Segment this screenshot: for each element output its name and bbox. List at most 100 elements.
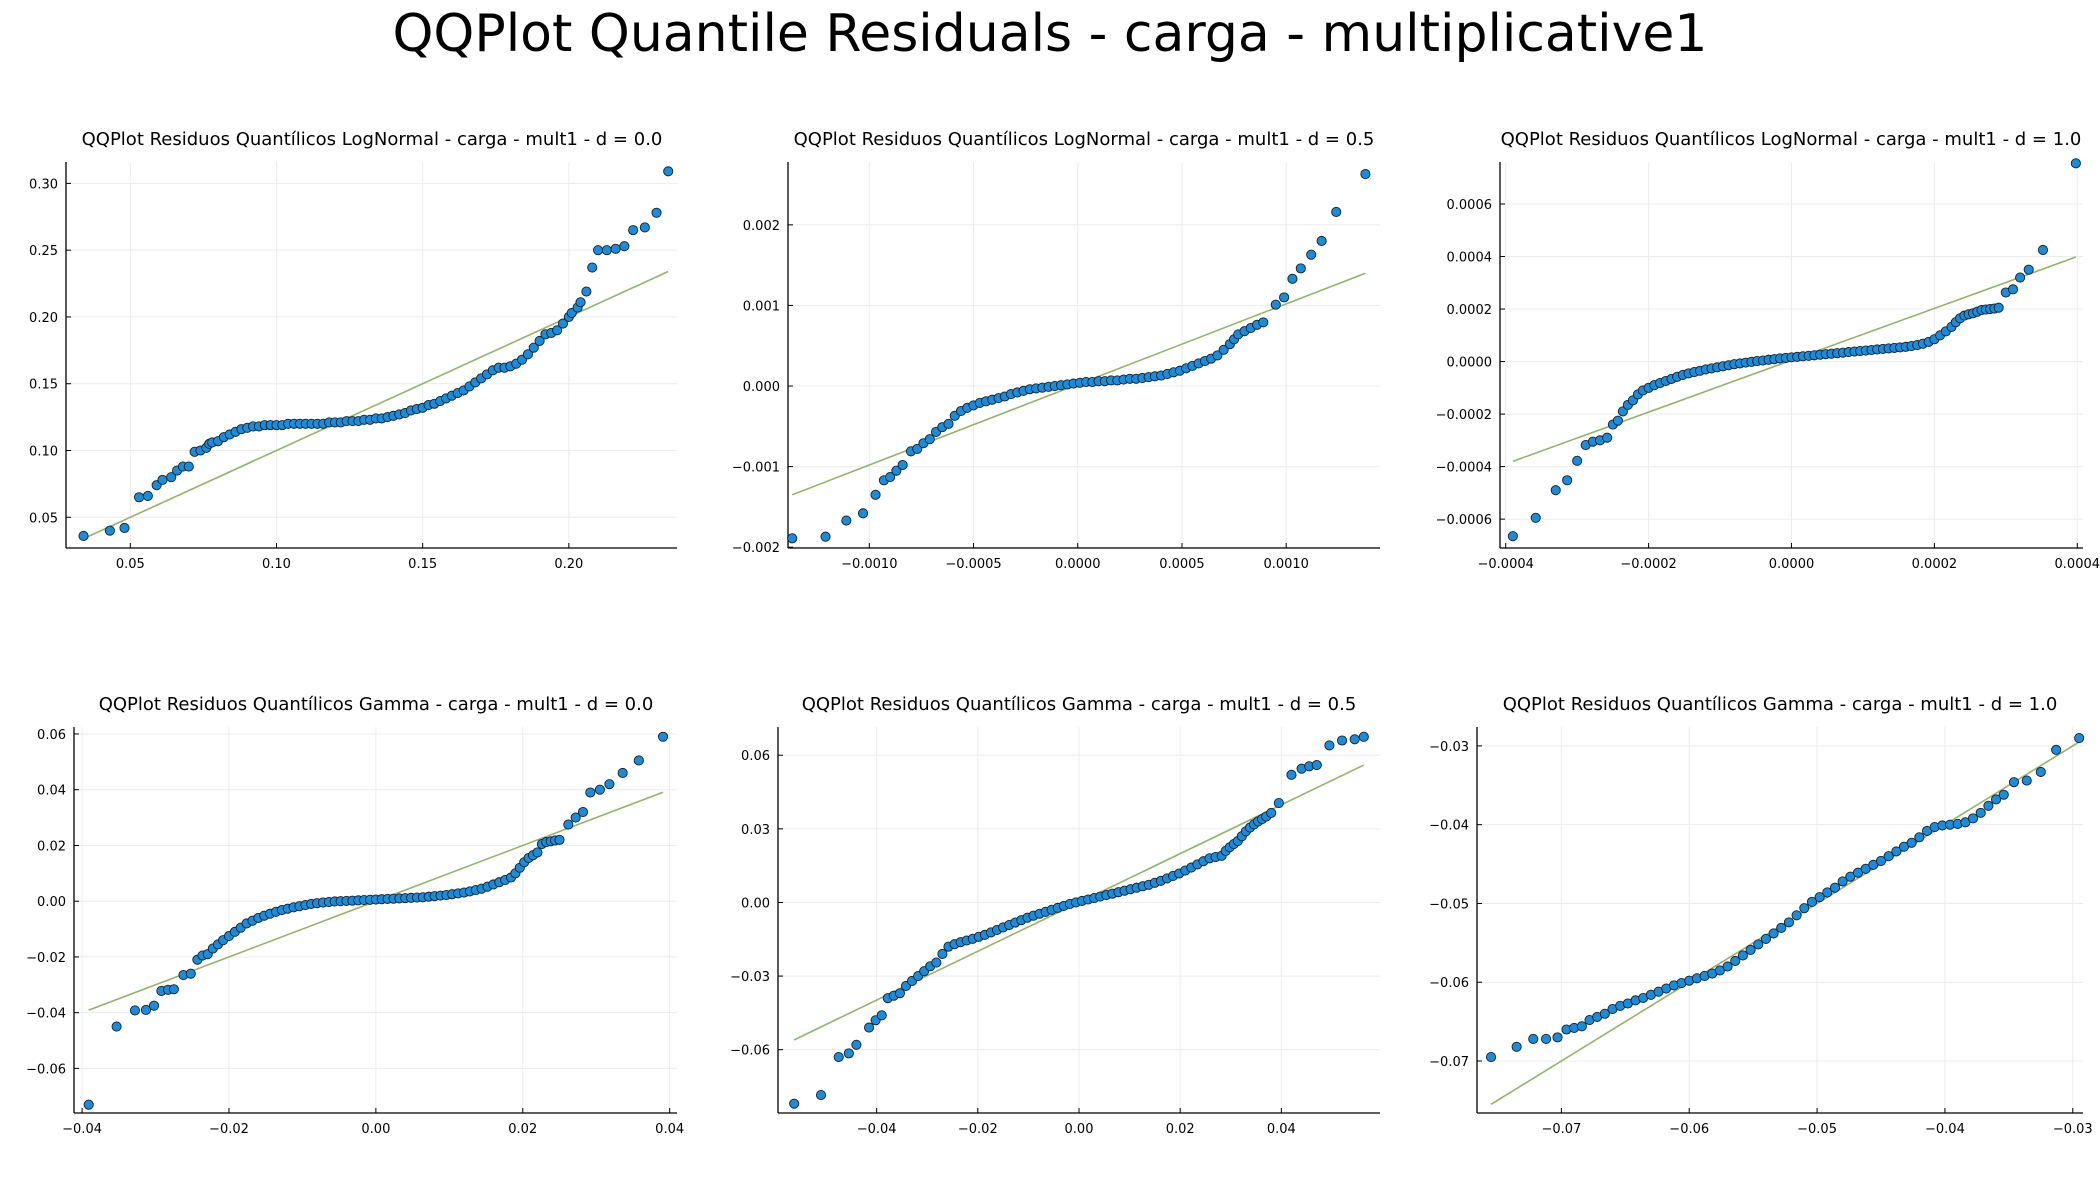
- y-tick-label: 0.000: [743, 380, 780, 395]
- qq-point: [1286, 769, 1297, 780]
- qq-point: [1306, 249, 1317, 260]
- qq-point: [1968, 813, 1979, 824]
- qq-point: [111, 1021, 122, 1032]
- qq-point: [833, 1052, 844, 1063]
- y-tick-label: −0.002: [732, 541, 780, 556]
- qq-point: [1331, 206, 1342, 218]
- qq-point: [2008, 777, 2020, 788]
- x-tick-label: −0.03: [2053, 1122, 2093, 1137]
- qq-point: [185, 968, 196, 979]
- qq-point: [1324, 740, 1335, 751]
- y-tick-label: 0.0004: [1447, 251, 1493, 266]
- y-tick-label: 0.04: [37, 784, 66, 799]
- y-tick-label: 0.0002: [1447, 303, 1493, 318]
- qq-point: [633, 755, 644, 766]
- x-tick-label: 0.15: [408, 557, 437, 572]
- x-tick-label: 0.02: [1166, 1122, 1195, 1137]
- qq-panel-4: QQPlot Residuos Quantílicos Gamma - carg…: [26, 694, 684, 1137]
- y-tick-label: 0.25: [29, 244, 58, 259]
- qq-point: [1776, 922, 1787, 933]
- qq-point: [663, 166, 674, 177]
- qq-point: [1783, 917, 1794, 928]
- qq-point: [1572, 455, 1583, 466]
- qq-point: [1295, 263, 1306, 274]
- qq-panel-3: QQPlot Residuos Quantílicos LogNormal - …: [1436, 129, 2100, 572]
- qq-point: [1279, 292, 1290, 303]
- qq-point: [119, 522, 130, 534]
- qq-point: [651, 207, 662, 218]
- qq-point: [931, 957, 942, 968]
- qq-point: [1806, 896, 1818, 907]
- y-tick-label: −0.04: [1429, 819, 1469, 834]
- y-tick-label: −0.06: [26, 1062, 66, 1077]
- x-tick-label: −0.06: [1669, 1122, 1709, 1137]
- qq-point: [2021, 775, 2032, 786]
- qq-point: [1486, 1052, 1497, 1063]
- y-tick-label: 0.30: [29, 177, 58, 192]
- x-tick-label: 0.0002: [1912, 557, 1958, 572]
- x-tick-label: −0.0005: [945, 557, 1001, 572]
- qq-point: [924, 434, 935, 445]
- qq-point: [1722, 961, 1733, 972]
- y-tick-label: 0.20: [29, 311, 58, 326]
- qq-point: [657, 731, 669, 742]
- panel-title: QQPlot Residuos Quantílicos Gamma - carg…: [99, 694, 654, 715]
- y-tick-label: 0.03: [741, 823, 770, 838]
- qq-point: [943, 418, 954, 429]
- qq-point: [1829, 882, 1841, 893]
- y-tick-label: 0.001: [743, 299, 780, 314]
- qq-point: [617, 767, 628, 779]
- qq-point: [557, 318, 569, 329]
- qq-point: [575, 297, 586, 308]
- qq-point: [78, 530, 89, 542]
- qq-point: [587, 262, 598, 273]
- figure-title: QQPlot Quantile Residuals - carga - mult…: [392, 4, 1708, 64]
- qq-point: [1737, 950, 1748, 961]
- y-tick-label: −0.0006: [1436, 513, 1492, 528]
- qq-point: [1552, 1032, 1563, 1043]
- qq-point: [876, 1010, 887, 1021]
- qq-point: [894, 988, 905, 999]
- qq-point: [1602, 432, 1613, 443]
- y-tick-label: 0.00: [741, 896, 770, 911]
- y-tick-label: 0.002: [743, 219, 780, 234]
- panel-title: QQPlot Residuos Quantílicos LogNormal - …: [1501, 129, 2082, 150]
- y-tick-label: 0.0000: [1447, 356, 1493, 371]
- x-tick-label: 0.04: [1267, 1122, 1296, 1137]
- qq-point: [1822, 887, 1833, 898]
- y-tick-label: −0.03: [1429, 740, 1469, 755]
- qq-point: [841, 515, 852, 526]
- y-tick-label: 0.06: [37, 728, 66, 743]
- x-tick-label: 0.04: [655, 1122, 684, 1137]
- qq-point: [2007, 284, 2019, 295]
- qq-point: [820, 531, 831, 542]
- qq-point: [1998, 789, 2009, 800]
- qq-point: [937, 948, 948, 960]
- qq-point: [2035, 766, 2046, 777]
- x-tick-label: −0.0010: [841, 557, 897, 572]
- qq-point: [2023, 264, 2034, 275]
- qq-point: [1349, 734, 1360, 745]
- qq-point: [522, 349, 533, 360]
- qq-point: [563, 819, 574, 830]
- y-tick-label: 0.05: [29, 511, 58, 526]
- y-tick-label: −0.06: [1429, 976, 1469, 991]
- qq-point: [912, 443, 923, 454]
- y-tick-label: −0.04: [26, 1007, 66, 1022]
- qq-point: [1212, 350, 1223, 361]
- x-tick-label: −0.0004: [1478, 557, 1534, 572]
- x-tick-label: −0.05: [1797, 1122, 1837, 1137]
- x-tick-label: −0.07: [1541, 1122, 1581, 1137]
- qq-point: [619, 241, 630, 252]
- qq-point: [1875, 855, 1887, 866]
- qq-point: [1599, 1008, 1610, 1019]
- qq-point: [140, 1004, 152, 1015]
- qq-point: [1791, 910, 1802, 921]
- panel-title: QQPlot Residuos Quantílicos Gamma - carg…: [1503, 694, 2058, 715]
- qq-point: [1891, 846, 1902, 857]
- qq-point: [585, 787, 596, 798]
- qq-point: [570, 812, 581, 823]
- qq-panel-2: QQPlot Residuos Quantílicos LogNormal - …: [732, 129, 1380, 572]
- qq-point: [604, 779, 615, 790]
- qq-point: [1883, 851, 1894, 862]
